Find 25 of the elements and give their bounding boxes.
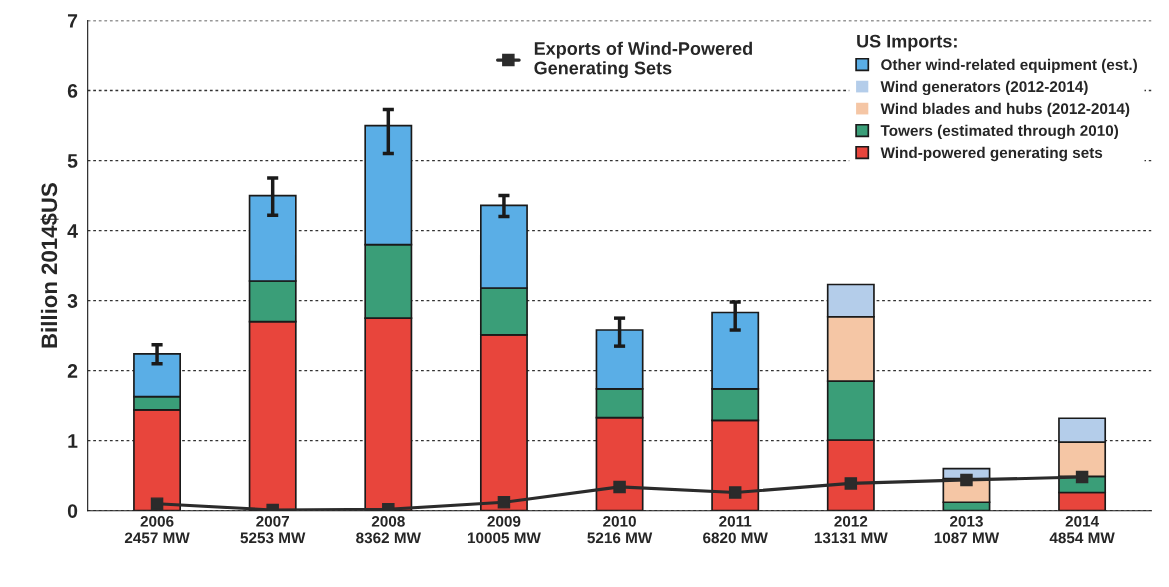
y-tick-label: 1 — [68, 434, 78, 448]
y-axis-title: Billion 2014$US — [40, 183, 59, 348]
x-tick-label: 2007 5253 MW — [240, 515, 306, 544]
x-tick-label: 2010 5216 MW — [587, 515, 653, 544]
y-tick-label: 0 — [67, 504, 78, 518]
x-tick-label: 2014 4854 MW — [1049, 515, 1115, 544]
x-tick-label: 2011 6820 MW — [703, 515, 768, 544]
legend-label: Wind generators (2012-2014) — [880, 80, 1088, 96]
y-tick-label: 2 — [67, 364, 78, 378]
x-tick-label: 2013 1087 MW — [934, 515, 1000, 544]
y-tick-label: 6 — [67, 84, 78, 98]
x-tick-label: 2009 10005 MW — [467, 515, 541, 544]
x-tick-label: 2006 2457 MW — [124, 515, 190, 544]
y-tick-label: 4 — [67, 224, 78, 238]
legend-label: Wind-powered generating sets — [880, 146, 1103, 162]
legend-title: US Imports: — [857, 34, 957, 52]
y-tick-label: 7 — [67, 14, 78, 28]
y-tick-label: 3 — [67, 294, 78, 308]
x-tick-label: 2008 8362 MW — [356, 515, 421, 544]
legend-label: Exports of Wind-Powered Generating Sets — [534, 41, 752, 79]
legend-label: Other wind-related equipment (est.) — [881, 58, 1137, 74]
legend-label: Towers (estimated through 2010) — [880, 124, 1119, 140]
y-tick-label: 5 — [67, 154, 78, 168]
x-tick-label: 2012 13131 MW — [814, 515, 888, 544]
legend-label: Wind blades and hubs (2012-2014) — [880, 102, 1130, 118]
